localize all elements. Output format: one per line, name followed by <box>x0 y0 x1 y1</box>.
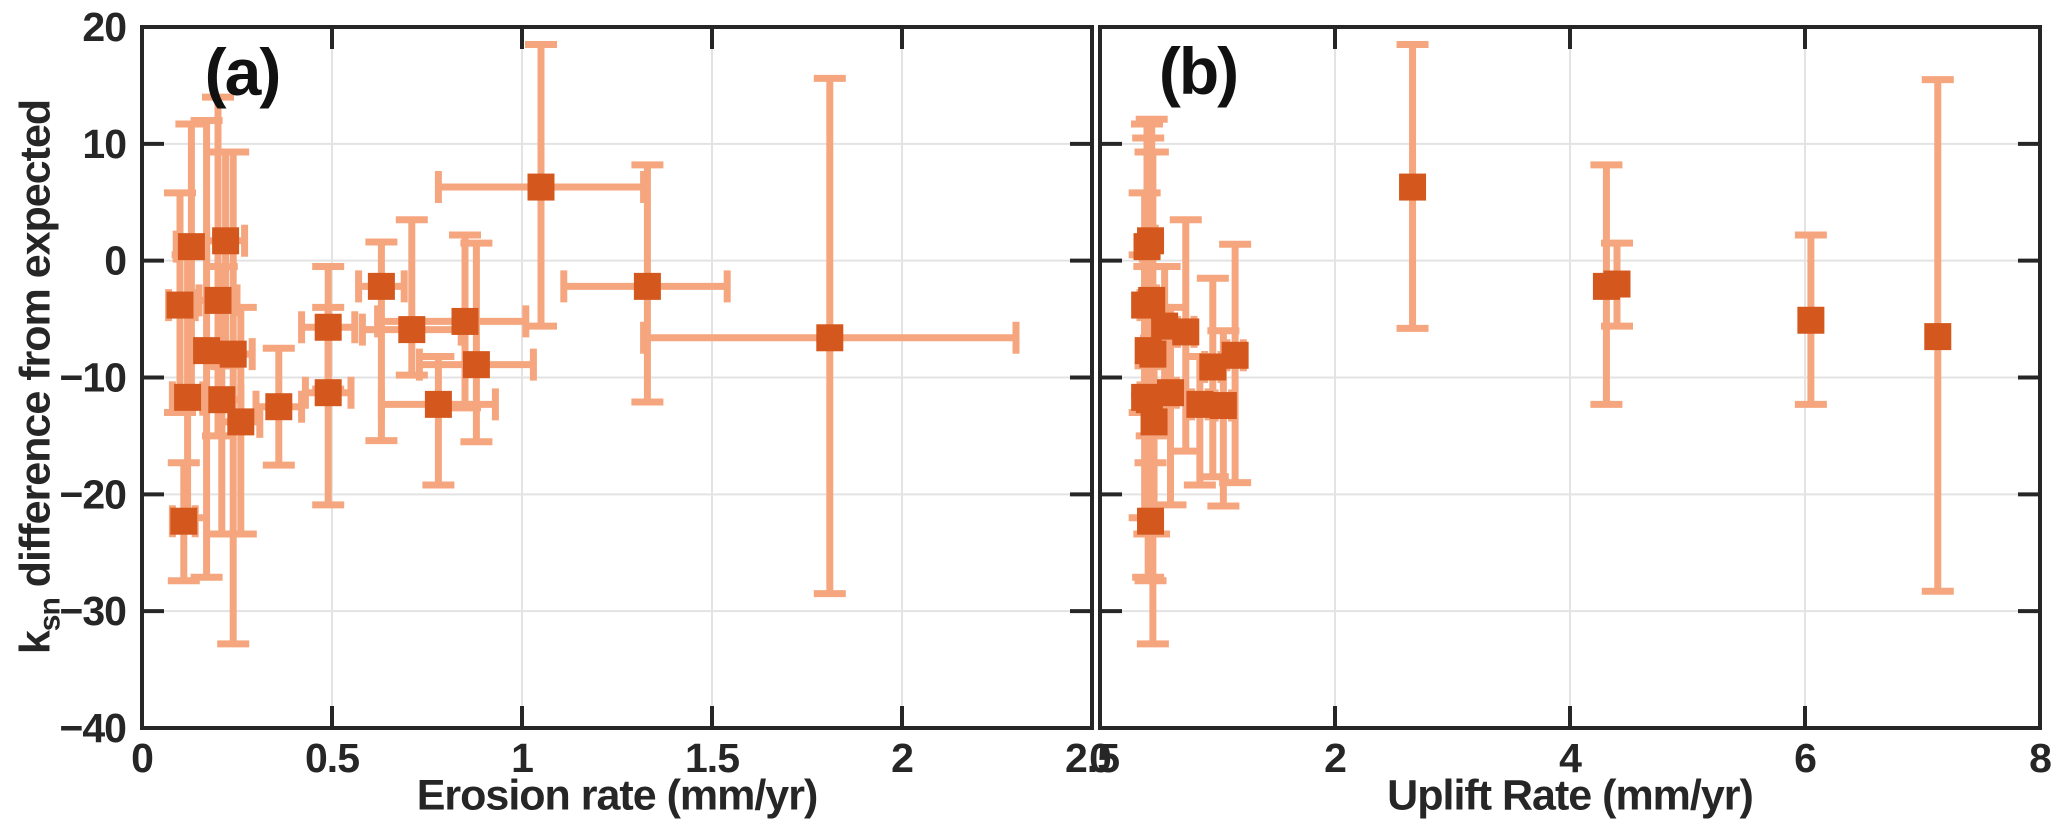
data-point-marker <box>212 227 240 255</box>
yaxis-title-k: k <box>11 631 60 655</box>
x-tick-label: 6 <box>1794 735 1816 781</box>
data-point-marker <box>314 379 342 407</box>
data-point-marker <box>265 393 293 421</box>
yaxis-title-subscript: sn <box>33 598 67 632</box>
panel-a: 0 0.5 1 1.5 2 2.5 −40 −30 −20 −10 0 10 20 <box>59 4 1120 781</box>
data-point-marker <box>1137 227 1165 255</box>
data-point-marker <box>1209 392 1237 420</box>
data-point-marker <box>816 324 844 352</box>
panel-b: 0 2 4 6 8 <box>1089 25 2052 781</box>
x-tick-label: 0 <box>1089 735 1111 781</box>
y-tick-label: 10 <box>82 121 126 167</box>
data-point-marker <box>1139 340 1167 368</box>
data-point-marker <box>451 307 479 335</box>
yaxis-title: ksn difference from expected <box>11 99 67 655</box>
data-point-marker <box>204 286 232 314</box>
yaxis-title-rest: difference from expected <box>11 99 60 599</box>
data-point-marker <box>219 340 247 368</box>
x-tick-label: 4 <box>1559 735 1582 781</box>
x-tick-label: 1 <box>511 735 533 781</box>
x-tick-label: 2 <box>891 735 913 781</box>
data-point-marker <box>314 313 342 341</box>
data-point-marker <box>1186 390 1214 418</box>
x-tick-label: 1.5 <box>685 735 739 781</box>
x-tick-label: 2 <box>1324 735 1346 781</box>
data-point-marker <box>1157 379 1184 407</box>
data-point-marker <box>424 390 452 418</box>
data-point-marker <box>1399 173 1427 201</box>
data-point-marker <box>1924 323 1952 351</box>
data-point-marker <box>193 337 221 365</box>
panel-a-letter: (a) <box>204 35 282 109</box>
y-tick-label: −30 <box>59 588 126 634</box>
data-point-marker <box>170 507 198 535</box>
data-point-marker <box>398 316 426 344</box>
x-tick-label: 2.5 <box>1065 735 1119 781</box>
data-point-marker <box>1138 286 1166 314</box>
data-point-marker <box>177 233 205 261</box>
data-point-marker <box>527 173 555 201</box>
y-tick-label: −10 <box>59 355 126 401</box>
data-point-marker <box>633 272 661 300</box>
xaxis-title-erosion-rate: Erosion rate (mm/yr) <box>416 771 819 820</box>
x-tick-label: 0 <box>131 735 153 781</box>
x-tick-label: 0.5 <box>305 735 359 781</box>
data-point-marker <box>1172 318 1200 346</box>
y-tick-label: −20 <box>59 471 126 517</box>
y-tick-label: 0 <box>104 238 126 284</box>
y-tick-label: 20 <box>82 4 126 50</box>
data-point-marker <box>1603 270 1631 298</box>
data-point-marker <box>367 272 395 300</box>
panel-b-letter: (b) <box>1158 34 1239 108</box>
data-point-marker <box>1797 306 1825 334</box>
y-tick-label: −40 <box>59 705 126 751</box>
data-point-marker <box>1140 408 1168 436</box>
data-point-marker <box>166 291 194 319</box>
data-point-marker <box>227 408 255 436</box>
data-point-marker <box>462 351 490 379</box>
data-point-marker <box>1221 341 1249 369</box>
xaxis-title-uplift-rate: Uplift Rate (mm/yr) <box>1387 771 1754 820</box>
data-point-marker <box>1137 507 1165 535</box>
data-point-marker <box>174 383 202 411</box>
x-tick-label: 8 <box>2029 735 2051 781</box>
